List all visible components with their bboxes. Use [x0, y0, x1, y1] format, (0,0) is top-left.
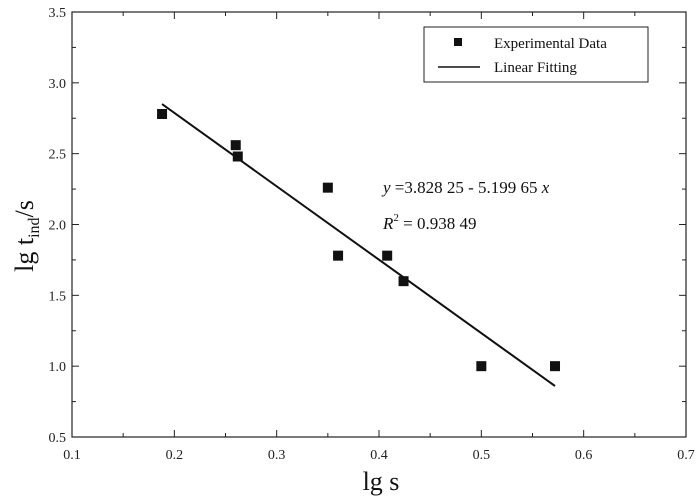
data-point	[382, 250, 393, 261]
y-axis-ticks: 0.5 1.0 1.5 2.0 2.5 3.0 3.5	[49, 6, 686, 446]
data-points-layer	[157, 109, 561, 372]
y-tick-label: 3.5	[49, 6, 67, 21]
fit-line	[161, 103, 556, 387]
r2-var: R	[382, 214, 394, 233]
y-tick-label: 2.5	[49, 148, 67, 163]
y-tick-label: 0.5	[49, 431, 67, 446]
x-axis-title: lg s	[363, 467, 400, 496]
data-point	[232, 151, 243, 162]
x-tick-label: 0.7	[677, 448, 695, 463]
y-tick-label: 1.0	[49, 360, 67, 375]
r2-sup: 2	[393, 212, 399, 224]
equation-x-var: x	[541, 178, 550, 197]
fit-line-layer	[161, 103, 556, 387]
legend-box	[423, 26, 649, 83]
x-tick-label: 0.4	[370, 448, 388, 463]
r2-value: = 0.938 49	[399, 214, 477, 233]
x-tick-label: 0.6	[575, 448, 593, 463]
y-axis-title-suffix: /s	[10, 200, 39, 217]
x-tick-label: 0.1	[63, 448, 81, 463]
y-tick-label: 3.0	[49, 77, 67, 92]
y-axis-title-base: lg t	[10, 237, 39, 272]
x-axis-ticks: 0.1 0.2 0.3 0.4 0.5 0.6 0.7	[63, 12, 695, 463]
data-point	[157, 109, 168, 119]
r-squared: R2 = 0.938 49	[382, 212, 476, 233]
x-tick-label: 0.5	[473, 448, 491, 463]
data-point	[322, 182, 333, 193]
x-tick-label: 0.2	[166, 448, 184, 463]
data-point	[476, 361, 487, 372]
y-axis-title: lg tind/s	[10, 200, 43, 272]
y-tick-label: 2.0	[49, 219, 67, 234]
data-point	[550, 361, 561, 372]
y-tick-label: 1.5	[49, 289, 67, 304]
legend-marker-square	[454, 38, 462, 46]
data-point	[398, 276, 409, 287]
legend-label-experimental: Experimental Data	[494, 36, 607, 52]
x-tick-label: 0.3	[268, 448, 286, 463]
equation-y-var: y	[381, 178, 391, 197]
fit-equation: y =3.828 25 - 5.199 65 x	[381, 178, 550, 197]
equation-rhs: =3.828 25 - 5.199 65	[391, 178, 542, 197]
y-axis-title-subscript: ind	[26, 217, 43, 237]
legend: Experimental Data Linear Fitting	[423, 26, 649, 83]
legend-label-linear: Linear Fitting	[494, 60, 577, 76]
data-point	[230, 140, 241, 151]
data-point	[333, 250, 344, 261]
